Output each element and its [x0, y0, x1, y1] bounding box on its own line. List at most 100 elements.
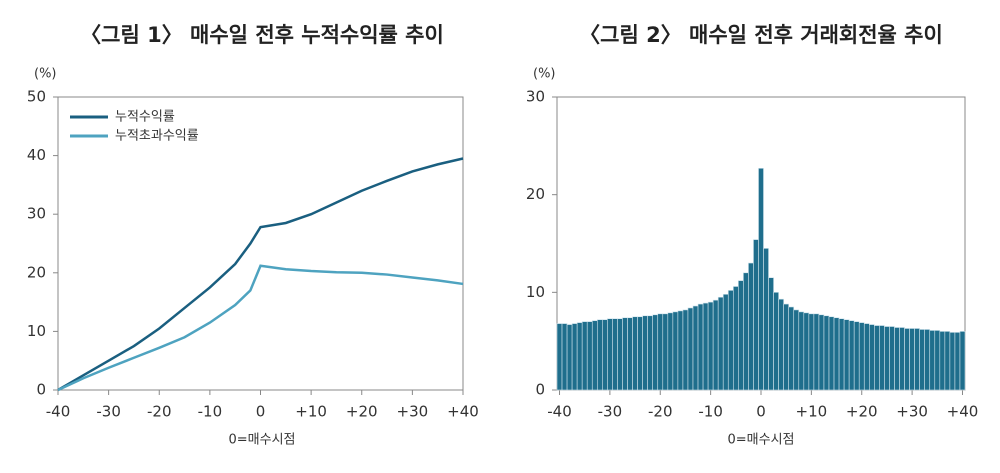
bar	[939, 331, 946, 391]
bar	[687, 307, 694, 391]
bar	[561, 323, 568, 391]
x-axis-label: 0=매수시점	[727, 433, 794, 448]
bar	[924, 329, 931, 391]
x-tick-label: -10	[198, 403, 223, 421]
bar	[954, 332, 961, 391]
bar	[566, 324, 573, 391]
bar	[672, 311, 679, 391]
x-tick-label: +40	[447, 403, 479, 421]
bar	[853, 321, 860, 391]
bar	[642, 315, 648, 391]
bar	[717, 296, 724, 391]
y-tick-label: 0	[36, 381, 46, 399]
bar	[738, 280, 744, 391]
bar	[602, 319, 608, 391]
chart-title: 〈그림 1〉 매수일 전후 누적수익률 추이	[80, 23, 444, 47]
bar	[914, 328, 920, 391]
x-tick-label: -10	[698, 403, 723, 421]
x-tick-label: -40	[46, 403, 71, 421]
bar	[596, 319, 603, 391]
y-unit: (%)	[34, 67, 57, 82]
bar	[889, 326, 895, 391]
bar	[929, 330, 936, 391]
bar	[637, 316, 643, 391]
line-series	[57, 264, 464, 392]
bar	[858, 322, 865, 391]
bar	[808, 313, 815, 391]
x-tick-label: +30	[896, 403, 928, 421]
bar	[788, 306, 795, 391]
bar	[848, 320, 855, 391]
bar	[622, 317, 628, 391]
y-tick-label: 30	[526, 88, 545, 106]
x-tick-label: -20	[147, 403, 172, 421]
bar	[743, 272, 749, 391]
bar	[556, 323, 563, 391]
bar	[778, 298, 784, 391]
x-tick-label: -20	[648, 403, 673, 421]
bar	[909, 328, 915, 391]
bar	[879, 325, 885, 391]
bar	[702, 302, 709, 391]
bar	[783, 303, 790, 391]
bar	[657, 313, 664, 391]
bar	[763, 248, 769, 391]
y-tick-label: 30	[27, 205, 46, 223]
y-tick-label: 10	[526, 283, 545, 301]
y-tick-label: 40	[27, 146, 46, 164]
bar	[863, 323, 870, 391]
bar	[899, 327, 905, 391]
bar	[944, 331, 951, 391]
bar	[904, 328, 910, 391]
chart-title: 〈그림 2〉 매수일 전후 거래회전율 추이	[579, 23, 943, 47]
x-tick-label: 0	[256, 403, 266, 421]
bar	[813, 313, 820, 391]
x-tick-label: +20	[346, 403, 378, 421]
bar	[798, 311, 805, 391]
bar	[868, 324, 875, 391]
x-tick-label: +10	[796, 403, 828, 421]
y-tick-label: 0	[535, 381, 545, 399]
bar	[647, 315, 654, 391]
bar	[874, 325, 880, 391]
y-tick-label: 50	[27, 88, 46, 106]
bar	[586, 321, 593, 391]
legend-label: 누적초과수익률	[115, 129, 199, 144]
bar	[697, 303, 704, 391]
bar	[894, 327, 900, 391]
bar	[632, 316, 638, 391]
bar	[581, 321, 588, 391]
x-tick-label: +10	[295, 403, 327, 421]
legend-label: 누적수익률	[115, 110, 175, 125]
bar	[727, 290, 734, 391]
bar	[682, 309, 689, 391]
bar	[612, 318, 618, 391]
bar	[662, 313, 669, 391]
bar	[627, 317, 633, 391]
bar	[667, 312, 674, 391]
x-tick-label: -30	[96, 403, 121, 421]
bar	[607, 318, 613, 391]
bar	[753, 239, 759, 391]
x-tick-label: +20	[846, 403, 878, 421]
bar	[722, 293, 729, 391]
x-axis-label: 0=매수시점	[228, 433, 295, 448]
bar	[833, 317, 840, 391]
bar	[591, 320, 598, 391]
bar	[934, 330, 941, 391]
bar	[652, 314, 659, 391]
bar	[884, 326, 890, 391]
bar	[773, 292, 779, 391]
bar	[748, 262, 754, 391]
bar	[732, 286, 739, 391]
x-tick-label: -40	[547, 403, 572, 421]
bar	[707, 301, 714, 391]
y-tick-label: 20	[27, 263, 46, 281]
line-series	[57, 157, 464, 392]
bar	[919, 329, 926, 391]
bar	[959, 331, 966, 391]
bar	[949, 332, 956, 391]
x-tick-label: 0	[756, 403, 766, 421]
bar	[758, 167, 764, 391]
bar	[803, 312, 810, 391]
